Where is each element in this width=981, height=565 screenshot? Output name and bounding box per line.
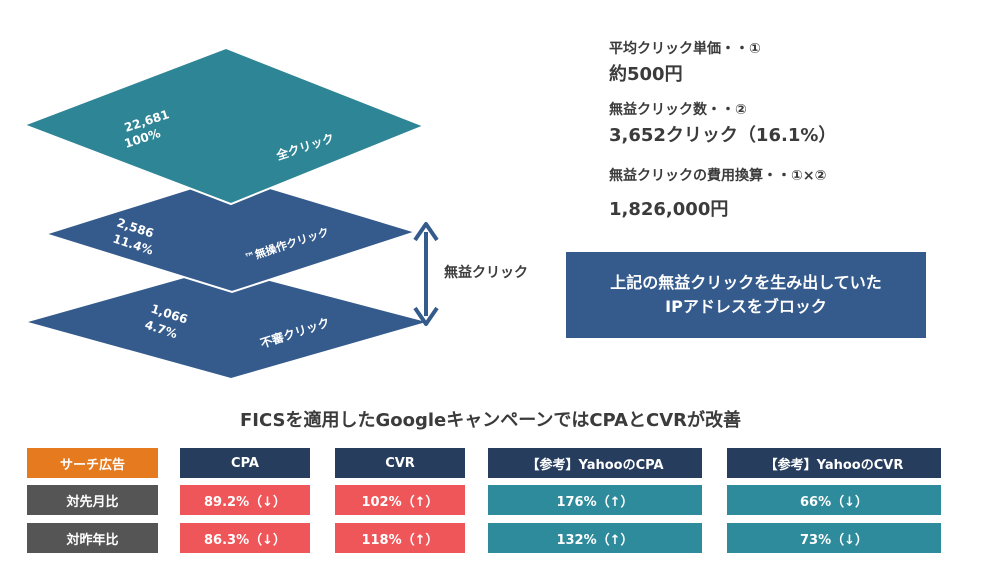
callout-line-1: 上記の無益クリックを生み出していた — [610, 273, 882, 292]
stat-avg-cpc-value: 約500円 — [609, 64, 683, 85]
layer-all-clicks — [21, 46, 427, 206]
column-header-cvr: CVR — [335, 448, 465, 478]
column-header-cpa: CPA — [180, 448, 310, 478]
cell-year-yahoo-cvr: 73%（↓） — [727, 523, 941, 553]
row-label-month: 対先月比 — [27, 485, 158, 515]
cell-year-yahoo-cpa: 132%（↑） — [488, 523, 702, 553]
cell-month-cvr: 102%（↑） — [335, 485, 465, 515]
stat-avg-cpc-label: 平均クリック単価・・① — [609, 41, 761, 57]
column-header-yahoo-cpa: 【参考】YahooのCPA — [488, 448, 702, 478]
stat-cost-value: 1,826,000円 — [609, 199, 729, 220]
click-layers-diagram: 22,681 100% 全クリック 2,586 11.4% ™無操作クリック 1… — [21, 46, 528, 378]
layer-no-operation — [41, 174, 420, 294]
cell-month-yahoo-cvr: 66%（↓） — [727, 485, 941, 515]
cell-month-yahoo-cpa: 176%（↑） — [488, 485, 702, 515]
results-headline: FICSを適用したGoogleキャンペーンではCPAとCVRが改善 — [239, 410, 742, 431]
callout-line-2: IPアドレスをブロック — [665, 297, 827, 316]
cell-month-cpa: 89.2%（↓） — [180, 485, 310, 515]
stat-wasted-clicks-value: 3,652クリック（16.1%） — [609, 125, 837, 146]
stat-wasted-clicks-label: 無益クリック数・・② — [609, 102, 747, 118]
column-header-yahoo-cvr: 【参考】YahooのCVR — [727, 448, 941, 478]
table-corner: サーチ広告 — [27, 448, 158, 478]
row-label-year: 対昨年比 — [27, 523, 158, 553]
bracket-label: 無益クリック — [444, 264, 528, 281]
layer-suspicious — [28, 268, 426, 378]
cell-year-cvr: 118%（↑） — [335, 523, 465, 553]
stat-cost-label: 無益クリックの費用換算・・①×② — [609, 168, 827, 184]
ip-block-callout: 上記の無益クリックを生み出していた IPアドレスをブロック — [566, 252, 926, 338]
double-arrow-icon — [413, 222, 439, 326]
cell-year-cpa: 86.3%（↓） — [180, 523, 310, 553]
